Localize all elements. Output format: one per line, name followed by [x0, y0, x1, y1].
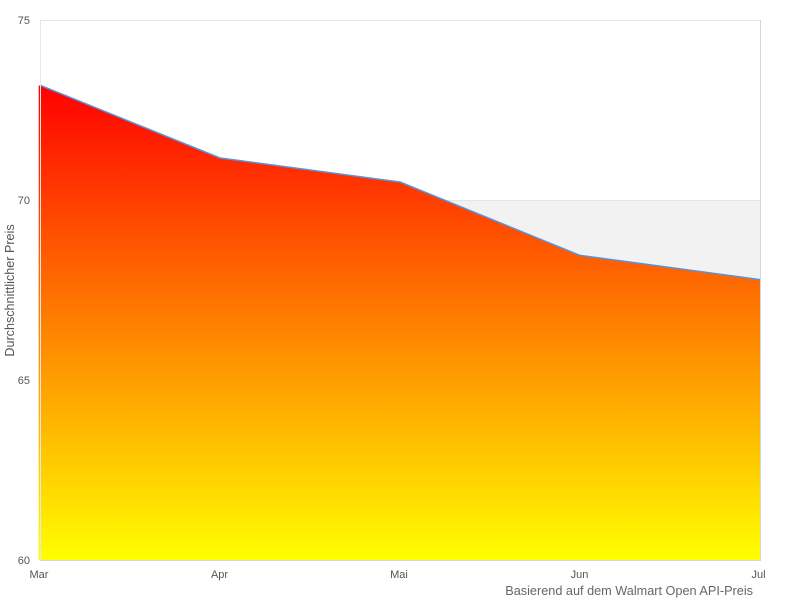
svg-text:70: 70 [18, 195, 30, 207]
svg-text:75: 75 [18, 15, 30, 27]
svg-text:Jun: Jun [571, 569, 589, 581]
svg-text:60: 60 [18, 555, 30, 567]
svg-text:Mai: Mai [390, 569, 408, 581]
svg-text:Apr: Apr [211, 569, 228, 581]
svg-text:65: 65 [18, 375, 30, 387]
svg-text:Durchschnittlicher Preis: Durchschnittlicher Preis [3, 224, 17, 356]
svg-text:Jul: Jul [751, 569, 765, 581]
svg-text:Basierend auf dem Walmart Open: Basierend auf dem Walmart Open API-Preis [505, 584, 753, 598]
svg-text:Mar: Mar [30, 569, 49, 581]
